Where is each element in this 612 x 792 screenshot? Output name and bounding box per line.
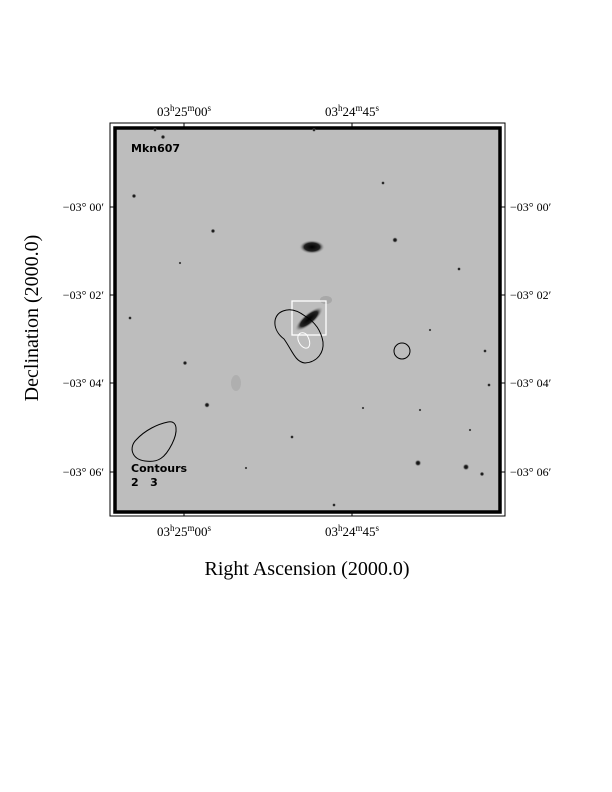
ra-tick-labels: 03h25m00s 03h25m00s 03h24m45s 03h24m45s <box>157 103 380 539</box>
star <box>457 267 461 271</box>
legend-title: Contours <box>131 462 188 475</box>
dec-tick-label-left: −03° 04′ <box>63 376 105 390</box>
dec-tick-label-left: −03° 02′ <box>63 288 105 302</box>
object-label: Mkn607 <box>131 142 180 155</box>
radio-contour-source <box>131 421 177 462</box>
ra-tick-label: 03h25m00s <box>157 523 212 539</box>
legend-levels: 2 3 <box>131 476 158 489</box>
ra-tick-label: 03h24m45s <box>325 103 380 119</box>
star <box>381 181 385 185</box>
star <box>182 360 188 366</box>
star <box>414 459 422 467</box>
star <box>483 349 487 353</box>
star <box>160 134 166 140</box>
dec-tick-label-left: −03° 00′ <box>63 200 105 214</box>
star <box>128 316 132 320</box>
star <box>392 237 398 243</box>
companion-galaxy <box>299 240 325 254</box>
x-axis-label: Right Ascension (2000.0) <box>205 558 410 580</box>
star <box>361 406 365 410</box>
star <box>479 471 485 477</box>
star <box>153 128 157 132</box>
axis-ticks <box>110 123 505 516</box>
star <box>468 428 472 432</box>
radio-contour-source <box>393 342 411 360</box>
ra-tick-label: 03h24m45s <box>325 523 380 539</box>
star <box>290 435 294 439</box>
radio-contour-level-3 <box>297 332 311 349</box>
star <box>462 463 470 471</box>
y-axis-label: Declination (2000.0) <box>21 235 43 402</box>
radio-contour-level-2 <box>274 309 324 364</box>
star <box>210 228 216 234</box>
ra-tick-label: 03h25m00s <box>157 103 212 119</box>
dec-tick-label-right: −03° 04′ <box>510 376 552 390</box>
dec-tick-label-left: −03° 06′ <box>63 465 105 479</box>
star <box>487 383 491 387</box>
faint-source <box>231 375 241 391</box>
galaxy-halo <box>320 296 332 304</box>
stars <box>128 128 491 507</box>
star <box>332 503 336 507</box>
dec-tick-label-right: −03° 00′ <box>510 200 552 214</box>
dec-tick-labels: −03° 00′ −03° 00′ −03° 02′ −03° 02′ −03° 04′… <box>63 200 552 479</box>
star <box>312 128 316 132</box>
dec-tick-label-right: −03° 06′ <box>510 465 552 479</box>
star <box>131 193 137 199</box>
highlight-box <box>291 300 327 336</box>
star <box>428 328 432 332</box>
star <box>418 408 422 412</box>
dec-tick-label-right: −03° 02′ <box>510 288 552 302</box>
star <box>204 402 210 408</box>
star <box>244 466 248 470</box>
star <box>178 261 182 265</box>
